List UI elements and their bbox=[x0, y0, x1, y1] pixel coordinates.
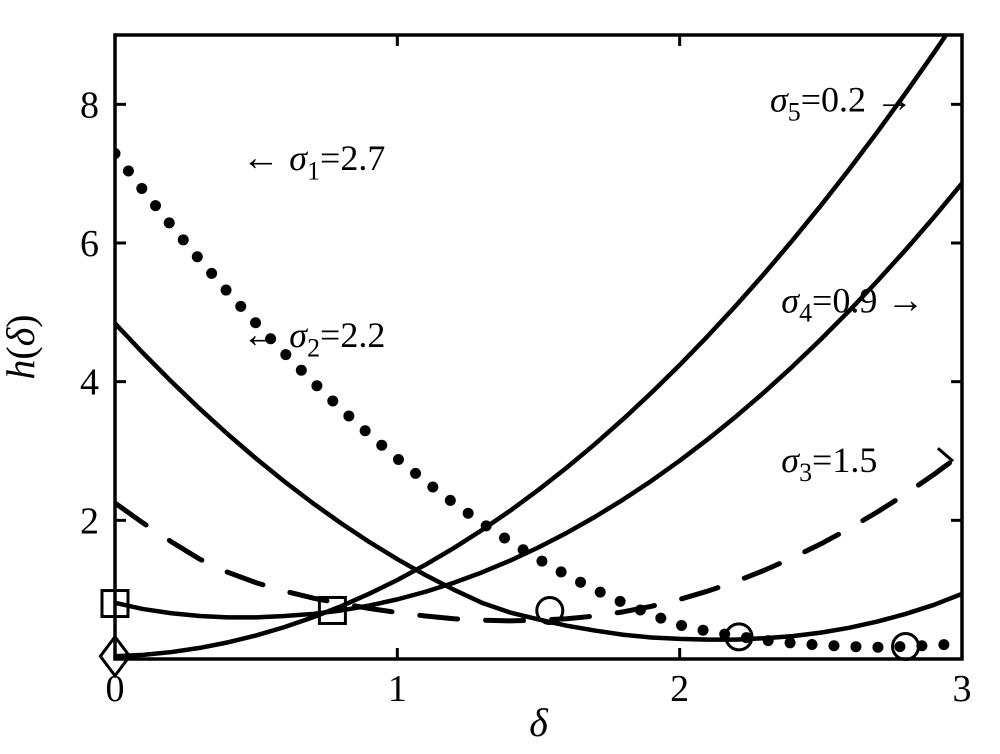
series-sigma1 bbox=[427, 482, 438, 493]
series-sigma1 bbox=[311, 380, 322, 391]
series-sigma1 bbox=[178, 234, 189, 245]
series-sigma1 bbox=[327, 395, 338, 406]
series-sigma1 bbox=[235, 301, 246, 312]
series-sigma1 bbox=[850, 641, 861, 652]
series-sigma1 bbox=[807, 639, 818, 650]
series-sigma1 bbox=[655, 613, 666, 624]
series-sigma1 bbox=[536, 556, 547, 567]
y-tick-label: 4 bbox=[80, 362, 99, 404]
y-tick-label: 8 bbox=[80, 84, 99, 126]
series-sigma1 bbox=[360, 425, 371, 436]
series-sigma1 bbox=[635, 605, 646, 616]
series-sigma1 bbox=[463, 508, 474, 519]
series-sigma1 bbox=[123, 166, 134, 177]
series-sigma1 bbox=[894, 641, 905, 652]
series-sigma1 bbox=[164, 217, 175, 228]
series-sigma1 bbox=[785, 637, 796, 648]
series-sigma1 bbox=[376, 440, 387, 451]
series-sigma1 bbox=[938, 639, 949, 650]
series-sigma1 bbox=[481, 520, 492, 531]
y-tick-label: 2 bbox=[80, 500, 99, 542]
series-sigma1 bbox=[150, 200, 161, 211]
series-sigma1 bbox=[518, 544, 529, 555]
series-sigma1 bbox=[872, 642, 883, 653]
series-sigma1 bbox=[499, 533, 510, 544]
y-tick-label: 6 bbox=[80, 223, 99, 265]
series-sigma1 bbox=[556, 566, 567, 577]
series-sigma1 bbox=[192, 251, 203, 262]
series-sigma1 bbox=[615, 596, 626, 607]
series-sigma1 bbox=[206, 268, 217, 279]
series-sigma1 bbox=[595, 587, 606, 598]
series-sigma1 bbox=[410, 468, 421, 479]
series-sigma1 bbox=[763, 635, 774, 646]
series-sigma1 bbox=[343, 410, 354, 421]
series-sigma1 bbox=[136, 183, 147, 194]
x-tick-label: 1 bbox=[388, 668, 407, 710]
series-sigma1 bbox=[676, 620, 687, 631]
x-tick-label: 2 bbox=[670, 668, 689, 710]
line-chart: 01232468← σ1=2.7← σ2=2.2σ3=1.5 σ4=0.9 →σ… bbox=[0, 0, 1000, 754]
series-sigma1 bbox=[445, 495, 456, 506]
series-sigma1 bbox=[575, 577, 586, 588]
series-sigma1 bbox=[221, 285, 232, 296]
series-sigma1 bbox=[828, 640, 839, 651]
x-tick-label: 3 bbox=[953, 668, 972, 710]
series-sigma1 bbox=[698, 625, 709, 636]
series-sigma1 bbox=[296, 365, 307, 376]
x-axis-label: δ bbox=[529, 700, 549, 745]
series-sigma1 bbox=[393, 454, 404, 465]
y-axis-label: h(δ) bbox=[0, 314, 43, 379]
